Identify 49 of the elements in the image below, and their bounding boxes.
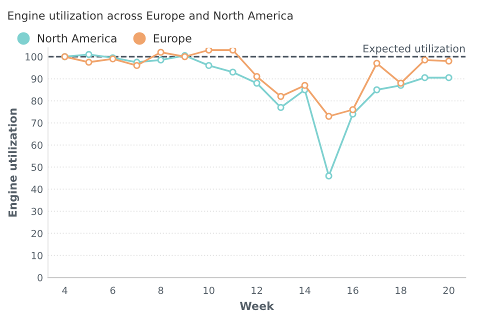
point [421,56,428,64]
point [229,48,236,54]
y-tick-label: 40 [31,186,42,194]
x-tick-label: 6 [110,286,116,294]
y-tick-label: 100 [26,53,42,61]
point [133,62,140,70]
point [157,48,164,56]
y-tick-label: 50 [32,164,42,171]
ref-line-label: Expected utilization [364,44,465,54]
point [277,92,284,100]
point [373,86,380,94]
point [445,74,452,82]
x-tick-label: 14 [300,286,310,294]
y-tick-label: 80 [31,97,42,105]
point [229,68,236,76]
y-axis-title: Engine utilization [8,108,20,217]
chart-title: Engine utilization across Europe and North America [8,11,293,22]
x-axis-title: Week [240,302,274,310]
point [325,112,332,120]
point [253,80,260,87]
legend-label: Europe [154,34,192,45]
point [373,60,380,67]
x-tick-label: 4 [62,286,68,294]
y-tick-label: 60 [31,142,42,149]
x-tick-label: 8 [158,286,164,294]
point [301,82,308,89]
y-tick-label: 70 [32,119,42,127]
y-tick-label: 0 [38,274,42,282]
point [205,48,212,54]
point [445,58,452,65]
x-tick-label: 18 [396,286,406,294]
point [85,50,92,58]
point [277,104,284,112]
x-tick-label: 16 [348,286,358,294]
legend-label: North America [38,34,116,43]
y-tick-label: 90 [31,75,42,83]
point [325,172,332,180]
y-tick-label: 30 [32,208,42,216]
point [157,56,164,64]
y-tick-label: 20 [31,230,42,238]
x-tick-label: 12 [252,286,262,294]
point [205,62,212,70]
x-tick-label: 10 [204,286,214,294]
point [85,58,92,66]
point [349,106,356,114]
point [253,73,260,80]
x-tick-label: 20 [443,286,454,294]
point [421,74,428,82]
y-tick-label: 10 [32,252,42,260]
